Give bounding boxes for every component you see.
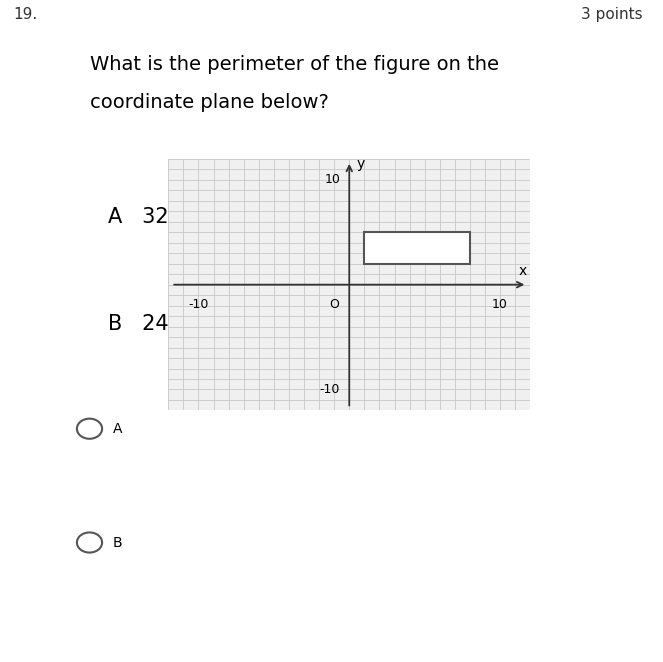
Bar	[365, 232, 470, 263]
Text: 3 points: 3 points	[581, 7, 643, 23]
Text: What is the perimeter of the figure on the: What is the perimeter of the figure on t…	[90, 55, 499, 74]
Text: B: B	[113, 536, 123, 549]
Text: -10: -10	[320, 383, 340, 396]
Text: x: x	[518, 264, 527, 278]
Text: 10: 10	[492, 299, 508, 311]
Text: C   22 units: C 22 units	[392, 207, 510, 227]
Text: 19.: 19.	[13, 7, 38, 23]
Text: O: O	[329, 299, 339, 311]
Text: y: y	[357, 157, 365, 171]
Text: A   32 units: A 32 units	[108, 207, 226, 227]
Text: 10: 10	[324, 173, 340, 186]
Text: A: A	[113, 422, 122, 436]
Text: B   24 units: B 24 units	[108, 314, 226, 334]
Text: coordinate plane below?: coordinate plane below?	[90, 93, 329, 112]
Text: -10: -10	[188, 299, 209, 311]
